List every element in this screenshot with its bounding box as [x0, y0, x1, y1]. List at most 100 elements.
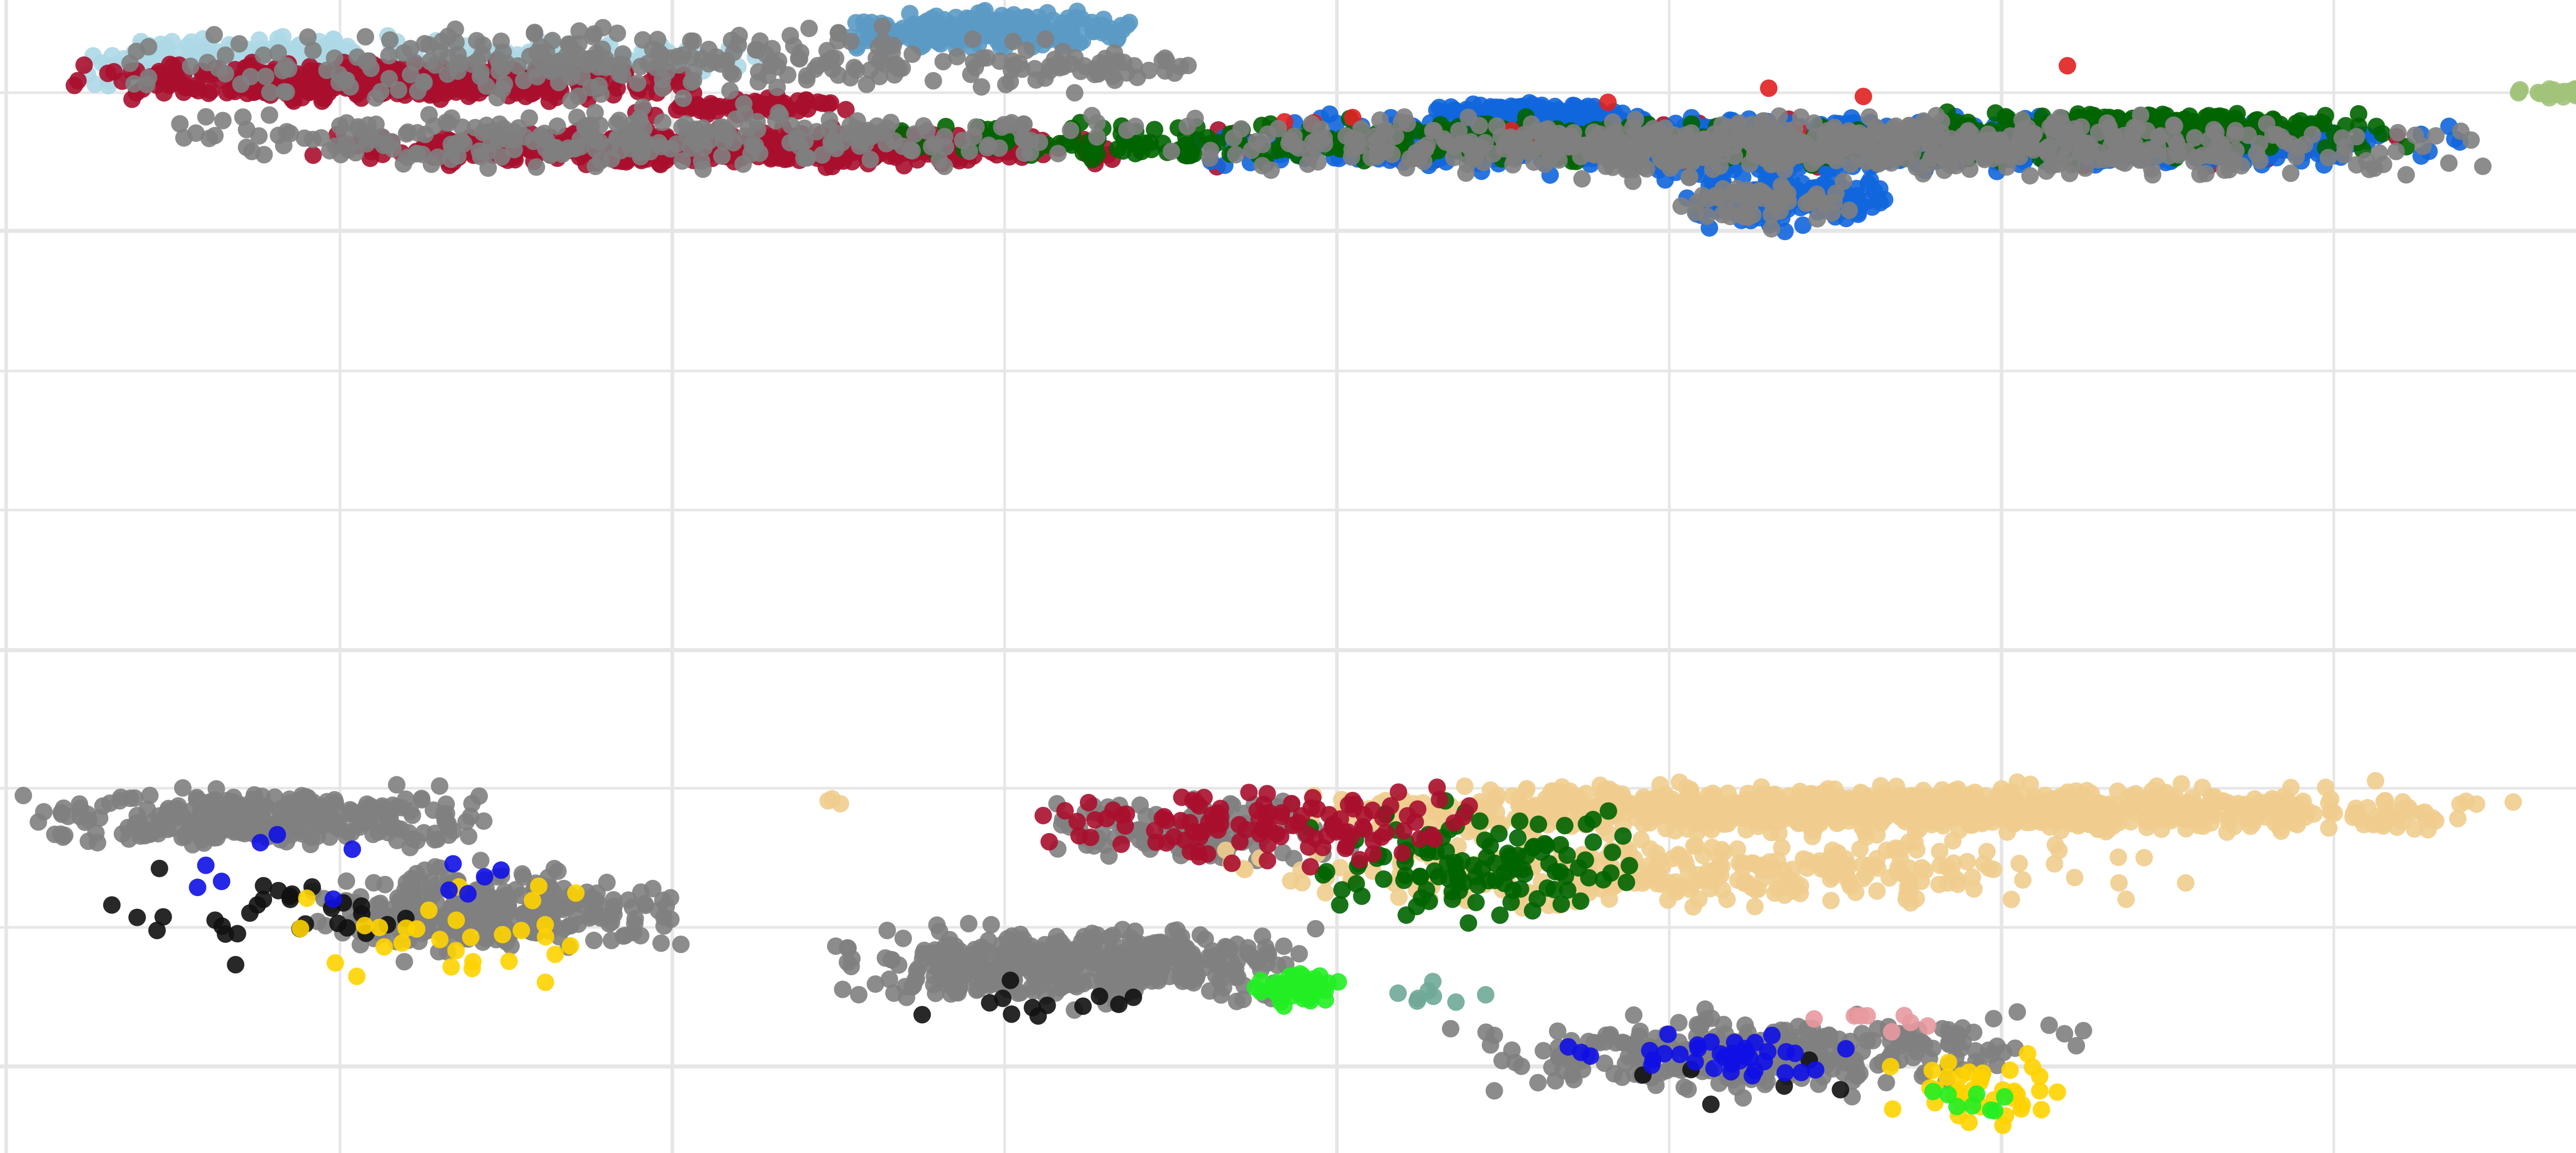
scatter-point [299, 28, 317, 46]
scatter-point [570, 22, 588, 40]
scatter-point [976, 2, 994, 20]
scatter-point [261, 106, 278, 124]
scatter-point [748, 113, 766, 131]
scatter-point [216, 46, 234, 64]
scatter-point [2282, 164, 2300, 182]
scatter-point [1269, 120, 1287, 138]
scatter-point [2319, 148, 2337, 166]
scatter-point [887, 55, 905, 73]
scatter-point [515, 72, 533, 90]
scatter-point [1098, 23, 1116, 41]
scatter-point [1493, 99, 1510, 117]
scatter-point [2303, 126, 2321, 144]
scatter-point [295, 129, 313, 147]
scatter-point [337, 71, 355, 89]
scatter-point [2440, 154, 2458, 172]
scatter-point [878, 119, 896, 137]
scatter-point [439, 114, 457, 132]
scatter-point [1488, 117, 1506, 135]
scatter-point [1579, 97, 1597, 115]
scatter-point [304, 146, 322, 164]
scatter-point [1919, 155, 1937, 173]
scatter-point [2389, 124, 2407, 142]
scatter-point [433, 32, 451, 50]
scatter-point [1624, 172, 1642, 190]
scatter-point [1680, 168, 1698, 186]
scatter-point [808, 123, 826, 141]
scatter-point [198, 54, 216, 72]
scatter-point [901, 5, 919, 23]
scatter-point [389, 81, 408, 99]
scatter-point [641, 143, 659, 161]
scatter-point [472, 64, 490, 81]
scatter-point [1232, 120, 1250, 138]
scatter-point [409, 124, 427, 142]
scatter-point [2021, 167, 2039, 185]
scatter-point [800, 20, 818, 38]
scatter-point [683, 48, 701, 66]
scatter-point [1312, 121, 1330, 138]
scatter-point [361, 149, 379, 167]
scatter-point [75, 56, 93, 74]
scatter-point [1383, 145, 1401, 163]
scatter-point [200, 129, 218, 147]
scatter-point [964, 127, 982, 145]
scatter-point [1049, 145, 1067, 162]
scatter-point [597, 50, 615, 68]
scatter-point [682, 32, 700, 50]
scatter-point [873, 18, 891, 36]
scatter-point [570, 87, 588, 105]
scatter-point [1760, 79, 1778, 97]
scatter-point [447, 33, 465, 51]
scatter-point [778, 66, 796, 84]
scatter-point [858, 75, 876, 93]
scatter-point [937, 138, 955, 156]
scatter-point [379, 136, 397, 154]
scatter-point [1515, 126, 1533, 144]
scatter-point [2452, 122, 2470, 140]
scatter-point [1004, 32, 1022, 50]
scatter-point [2038, 139, 2056, 157]
scatter-point [243, 143, 261, 160]
scatter-point [1118, 121, 1136, 139]
scatter-point [650, 43, 668, 61]
scatter-point [1320, 105, 1338, 123]
scatter-point [586, 157, 604, 175]
scatter-point [611, 55, 629, 73]
scatter-point [849, 120, 867, 138]
scatter-point [496, 75, 513, 93]
scatter-point [443, 141, 461, 159]
scatter-point [542, 60, 560, 78]
scatter-point [584, 27, 602, 45]
scatter-point [923, 138, 941, 156]
scatter-point [721, 82, 739, 99]
scatter-point [847, 14, 865, 32]
scatter-point [2474, 157, 2492, 175]
scatter-point [479, 123, 497, 141]
scatter-point [1677, 126, 1695, 144]
scatter-point [714, 125, 732, 143]
scatter-point [1368, 147, 1386, 165]
scatter-point [569, 45, 587, 63]
scatter-point [591, 116, 609, 134]
scatter-point [182, 33, 200, 51]
scatter-point [682, 73, 700, 91]
scatter-point [372, 83, 390, 100]
scatter-point [698, 106, 716, 123]
scatter-point [202, 82, 220, 100]
scatter-point [140, 38, 158, 56]
scatter-point [498, 126, 516, 144]
scatter-point [269, 126, 287, 144]
scatter-point [312, 129, 330, 147]
scatter-point [381, 31, 399, 49]
scatter-point [845, 59, 863, 77]
scatter-point [2538, 86, 2556, 104]
scatter-point [962, 65, 980, 83]
scatter-point [160, 76, 178, 94]
scatter-point [580, 56, 598, 74]
scatter-point [125, 75, 143, 93]
scatter-point [894, 138, 912, 155]
scatter-point [924, 72, 942, 90]
scatter-point [548, 117, 566, 135]
scatter-point [1599, 93, 1617, 111]
